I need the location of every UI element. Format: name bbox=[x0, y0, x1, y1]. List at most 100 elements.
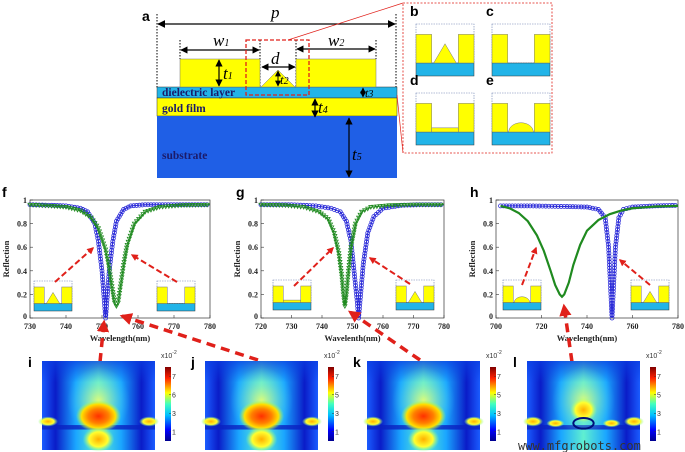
gold-ridge bbox=[423, 285, 435, 303]
gold-ridge bbox=[491, 103, 508, 133]
data-point bbox=[110, 241, 115, 247]
data-point bbox=[612, 253, 618, 259]
data-point bbox=[383, 203, 389, 209]
dielectric-layer bbox=[630, 302, 670, 311]
data-point bbox=[148, 202, 154, 208]
data-point bbox=[154, 206, 160, 211]
data-point bbox=[134, 203, 139, 208]
data-point bbox=[609, 309, 615, 315]
colorbar-tick-label: 5 bbox=[497, 392, 501, 399]
field-map-j: j 1 3 5 7 x10-2 bbox=[190, 350, 340, 452]
data-point bbox=[604, 230, 610, 235]
dim-w2: w2 bbox=[328, 31, 344, 50]
data-point bbox=[576, 204, 581, 210]
colorbar-tick-label: 5 bbox=[657, 392, 661, 399]
field-lower-spot bbox=[407, 426, 440, 452]
data-point bbox=[611, 280, 617, 286]
data-point bbox=[331, 231, 337, 236]
y-tick-label: 0.2 bbox=[17, 290, 27, 299]
x-tick-label: 760 bbox=[377, 322, 389, 331]
data-point bbox=[607, 280, 613, 286]
data-point bbox=[288, 204, 295, 209]
data-point bbox=[325, 205, 331, 211]
left-gold-ridge bbox=[179, 58, 261, 88]
data-point bbox=[273, 203, 279, 208]
data-point bbox=[123, 205, 129, 211]
colorbar bbox=[490, 367, 496, 441]
data-point bbox=[331, 207, 337, 212]
data-point bbox=[608, 283, 613, 288]
data-point bbox=[364, 236, 370, 242]
arrow-l bbox=[559, 303, 574, 363]
dome-particle bbox=[508, 122, 534, 133]
data-point bbox=[96, 241, 102, 247]
data-point bbox=[543, 203, 549, 209]
data-point bbox=[110, 292, 116, 298]
data-point bbox=[98, 262, 104, 268]
data-point bbox=[612, 265, 617, 271]
data-point bbox=[612, 250, 618, 256]
data-point bbox=[108, 281, 115, 286]
zoom-connector bbox=[287, 2, 404, 41]
data-point bbox=[74, 208, 81, 213]
data-point bbox=[33, 203, 39, 208]
data-point bbox=[530, 203, 536, 209]
data-point bbox=[97, 247, 102, 253]
x-tick-label: 760 bbox=[627, 322, 639, 331]
dome-particle bbox=[514, 296, 530, 303]
data-point bbox=[509, 203, 515, 209]
data-point bbox=[337, 265, 344, 271]
y-tick-label: 1 bbox=[489, 196, 493, 205]
data-point bbox=[307, 207, 313, 212]
panel-label-e: e bbox=[486, 72, 494, 88]
data-point bbox=[96, 238, 101, 244]
gold-ridge bbox=[534, 34, 551, 64]
colorbar-scale: x10-2 bbox=[324, 350, 340, 360]
data-point bbox=[66, 205, 72, 211]
panel-label-j: j bbox=[190, 354, 195, 370]
x-tick-label: 740 bbox=[60, 322, 72, 331]
panel-label-f: f bbox=[2, 184, 7, 200]
data-point bbox=[93, 223, 100, 229]
data-point bbox=[404, 202, 411, 208]
data-point bbox=[100, 280, 106, 286]
gold-film-label: gold film bbox=[162, 103, 206, 115]
dim-t2: t2 bbox=[280, 72, 289, 87]
data-point bbox=[174, 202, 180, 208]
data-point bbox=[63, 205, 69, 210]
data-point bbox=[363, 242, 369, 248]
data-point bbox=[97, 250, 103, 256]
data-point bbox=[366, 227, 372, 233]
y-tick-label: 0.4 bbox=[483, 267, 493, 276]
data-point bbox=[364, 239, 369, 245]
data-point bbox=[113, 304, 120, 310]
data-point bbox=[567, 204, 573, 210]
colorbar-tick-label: 1 bbox=[497, 429, 501, 436]
data-point bbox=[101, 297, 107, 303]
y-tick-label: 0.4 bbox=[248, 267, 258, 276]
unit-cell-outline bbox=[502, 279, 542, 303]
data-point bbox=[151, 202, 157, 208]
data-point bbox=[352, 277, 358, 283]
data-point bbox=[608, 286, 614, 291]
colorbar-tick-label: 3 bbox=[657, 411, 661, 418]
data-point bbox=[169, 204, 175, 209]
data-point bbox=[104, 253, 110, 259]
data-point bbox=[389, 203, 395, 209]
data-point bbox=[282, 203, 289, 209]
data-point bbox=[328, 205, 334, 211]
data-point bbox=[103, 312, 109, 318]
data-point bbox=[615, 227, 620, 232]
data-point bbox=[573, 204, 579, 210]
data-point bbox=[57, 204, 63, 210]
field-side-spot bbox=[38, 416, 58, 427]
data-point bbox=[614, 235, 619, 241]
arrow-g-right bbox=[368, 257, 411, 285]
data-point bbox=[181, 203, 187, 209]
data-point bbox=[137, 202, 142, 208]
field-side-spot bbox=[201, 416, 221, 427]
data-point bbox=[603, 218, 608, 224]
dim-w1: w1 bbox=[213, 31, 229, 50]
data-point bbox=[105, 289, 111, 294]
data-point bbox=[99, 265, 105, 271]
